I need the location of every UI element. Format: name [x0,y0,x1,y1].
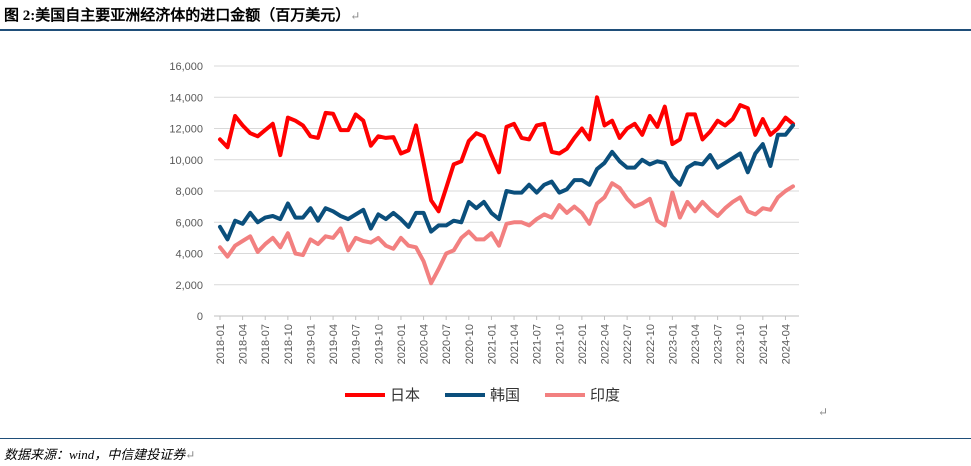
figure-title-text: 图 2:美国自主要亚洲经济体的进口金额（百万美元） [4,8,351,24]
legend-label: 韩国 [490,386,520,404]
x-tick-label: 2021-04 [509,324,521,364]
x-tick-label: 2022-10 [645,324,657,364]
x-tick-label: 2018-07 [260,324,272,364]
x-tick-label: 2020-01 [396,324,408,364]
x-tick-label: 2018-10 [283,324,295,364]
x-tick-label: 2019-07 [351,324,363,364]
legend-label: 日本 [390,386,420,404]
y-tick-label: 0 [197,311,203,323]
x-tick-label: 2023-10 [735,324,747,364]
x-tick-label: 2020-04 [419,324,431,364]
y-tick-label: 8,000 [175,186,203,198]
title-rule [0,29,971,31]
figure-title: 图 2:美国自主要亚洲经济体的进口金额（百万美元）↵ [4,4,360,25]
x-tick-label: 2021-10 [554,324,566,364]
y-tick-label: 6,000 [175,217,203,229]
series-line-1 [218,95,795,214]
x-tick-label: 2020-07 [441,324,453,364]
x-tick-label: 2021-01 [486,324,498,364]
x-tick-label: 2023-01 [667,324,679,364]
x-tick-label: 2020-10 [464,324,476,364]
x-tick-label: 2021-07 [532,324,544,364]
x-tick-label: 2018-04 [238,324,250,364]
source-text: 数据来源：wind，中信建投证券 [4,447,186,462]
y-tick-label: 2,000 [175,280,203,292]
return-mark: ↵ [350,9,361,23]
return-mark: ↵ [818,405,829,419]
y-tick-label: 16,000 [169,61,203,73]
y-tick-label: 10,000 [169,155,203,167]
x-tick-label: 2022-07 [622,324,634,364]
x-tick-label: 2022-01 [577,324,589,364]
source-note: 数据来源：wind，中信建投证券↵ [4,444,195,463]
series-line-2 [218,123,795,242]
legend-label: 印度 [590,386,620,404]
y-tick-label: 14,000 [169,92,203,104]
y-tick-label: 4,000 [175,249,203,261]
y-tick-label: 12,000 [169,124,203,136]
x-tick-label: 2023-04 [690,324,702,364]
source-rule [0,438,971,439]
x-tick-label: 2019-01 [305,324,317,364]
series-line-3 [218,181,795,286]
return-mark: ↵ [185,448,196,462]
x-tick-label: 2019-04 [328,324,340,364]
x-tick-label: 2023-07 [713,324,725,364]
x-tick-label: 2024-04 [780,324,792,364]
x-tick-label: 2018-01 [215,324,227,364]
x-tick-label: 2022-04 [600,324,612,364]
x-tick-label: 2019-10 [373,324,385,364]
x-tick-label: 2024-01 [758,324,770,364]
